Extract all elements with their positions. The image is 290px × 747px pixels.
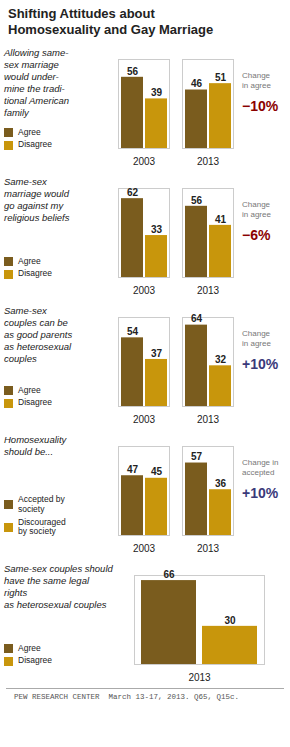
html-text:Agree: Agree [18,642,41,653]
html-text:Change in agree: Change in agree [242,71,271,90]
html-text:PEW RESEARCH CENTER March 13-1: PEW RESEARCH CENTER March 13-17, 2013. Q… [14,693,239,702]
html-text:Disagree: Disagree [18,139,52,150]
html-text:−6%: −6% [242,227,271,244]
svg-text:2003: 2003 [133,414,156,425]
html-text:Change in agree: Change in agree [242,200,271,219]
html-text:Accepted by society: Accepted by society [18,494,65,514]
html-text:Agree: Agree [18,384,41,395]
svg-text:2013: 2013 [197,414,220,425]
svg-text:62: 62 [127,187,139,198]
html-text:Same-sex couples can be as goo: Same-sex couples can be as good parents … [4,305,73,364]
svg-text:56: 56 [191,195,203,206]
html-text:+10%: +10% [242,485,279,502]
svg-text:2003: 2003 [133,285,156,296]
html-text:Homosexuality should be...: Homosexuality should be... [4,434,67,458]
svg-text:2003: 2003 [133,543,156,554]
svg-text:54: 54 [127,326,139,337]
svg-text:2013: 2013 [188,672,211,683]
svg-text:32: 32 [215,354,227,365]
svg-text:46: 46 [191,78,203,89]
svg-text:39: 39 [151,87,163,98]
html-text:Shifting Attitudes about Homos: Shifting Attitudes about Homosexuality a… [8,6,214,37]
html-text:+10%: +10% [242,356,279,373]
svg-text:36: 36 [215,478,227,489]
html-text:Disagree: Disagree [18,655,52,666]
html-text:Discouraged by society: Discouraged by society [18,516,66,537]
svg-text:47: 47 [127,464,139,475]
html-text:Change in accepted: Change in accepted [242,458,279,477]
html-text:Disagree: Disagree [18,397,52,408]
svg-text:51: 51 [215,72,227,83]
html-text:Change in agree: Change in agree [242,329,271,348]
html-text:Disagree: Disagree [18,268,52,279]
svg-text:33: 33 [151,224,163,235]
svg-text:56: 56 [127,66,139,77]
svg-text:30: 30 [224,615,236,626]
html-text:Agree: Agree [18,255,41,266]
svg-text:2013: 2013 [197,543,220,554]
svg-text:2013: 2013 [197,156,220,167]
html-text:Same-sex marriage would go aga: Same-sex marriage would go against my re… [4,176,70,223]
svg-text:37: 37 [151,348,163,359]
svg-text:41: 41 [215,214,227,225]
html-text:−10%: −10% [242,98,279,115]
html-text:Agree: Agree [18,126,41,137]
html-text:Allowing same- sex marriage wo: Allowing same- sex marriage would under-… [4,47,70,118]
svg-text:66: 66 [163,569,175,580]
html-text:Same-sex couples should have t: Same-sex couples should have the same le… [4,563,113,610]
svg-text:57: 57 [191,451,203,462]
svg-text:45: 45 [151,467,163,478]
svg-text:2013: 2013 [197,285,220,296]
svg-text:2003: 2003 [133,156,156,167]
svg-text:64: 64 [191,314,203,325]
